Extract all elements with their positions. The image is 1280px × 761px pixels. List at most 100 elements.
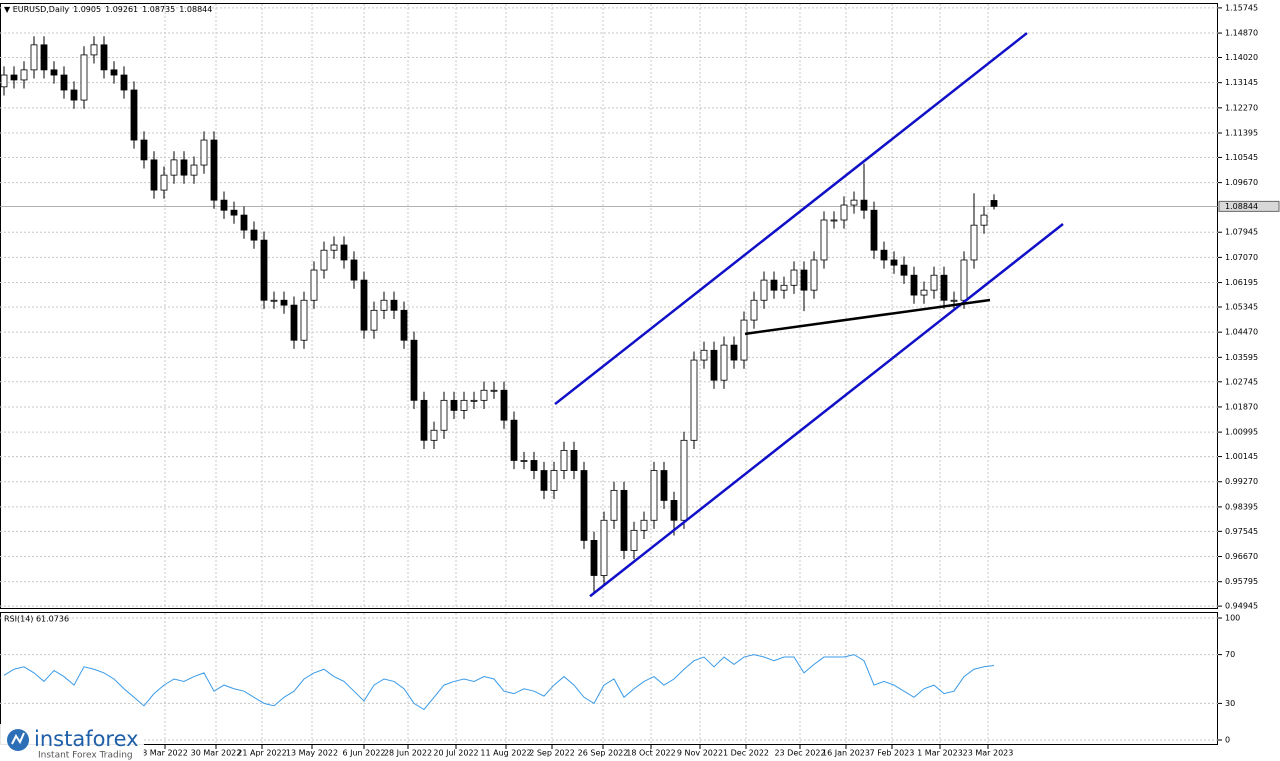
candle-body bbox=[700, 349, 708, 361]
candle-body bbox=[940, 274, 948, 301]
rsi-title: RSI(14) 61.0736 bbox=[4, 615, 69, 624]
y-tick-label: 0.98395 bbox=[1225, 502, 1258, 511]
candle-body bbox=[640, 519, 648, 531]
candle-body bbox=[90, 44, 98, 56]
y-tick-label: 30 bbox=[1225, 699, 1235, 708]
candle-body bbox=[110, 69, 118, 76]
logo-mark bbox=[11, 732, 25, 745]
candle-body bbox=[170, 159, 178, 176]
candle-body bbox=[960, 259, 968, 301]
rsi-line bbox=[3, 654, 995, 711]
candle-body bbox=[80, 54, 88, 101]
candle-body bbox=[470, 399, 478, 402]
candle-body bbox=[630, 529, 638, 551]
y-tick-label: 1.14870 bbox=[1225, 29, 1258, 38]
candle-body bbox=[750, 299, 758, 321]
x-tick-label: 13 May 2022 bbox=[286, 749, 338, 758]
candle-body bbox=[800, 269, 808, 291]
candle-body bbox=[460, 399, 468, 411]
candle-body bbox=[280, 299, 288, 306]
candle-body bbox=[150, 159, 158, 191]
trendline bbox=[744, 298, 991, 336]
y-tick-label: 1.00995 bbox=[1225, 428, 1258, 437]
candle-body bbox=[990, 200, 998, 207]
candle-body bbox=[340, 244, 348, 261]
candle-body bbox=[540, 470, 548, 491]
candle-body bbox=[820, 219, 828, 261]
x-tick-label: 26 Sep 2022 bbox=[578, 749, 629, 758]
y-tick-label: 1.02745 bbox=[1225, 377, 1258, 386]
x-tick-label: 23 Mar 2023 bbox=[963, 749, 1014, 758]
y-tick-label: 1.07945 bbox=[1225, 228, 1258, 237]
candle-body bbox=[210, 139, 218, 201]
candle-body bbox=[420, 399, 428, 441]
y-tick-label: 1.10545 bbox=[1225, 153, 1258, 162]
candle-body bbox=[920, 289, 928, 296]
candle-body bbox=[160, 174, 168, 191]
candle-body bbox=[240, 214, 248, 231]
candle-body bbox=[660, 470, 668, 501]
candle-body bbox=[270, 299, 278, 302]
candle-body bbox=[550, 470, 558, 491]
y-tick-label: 1.12270 bbox=[1225, 103, 1258, 112]
candle-body bbox=[760, 279, 768, 301]
header-high: 1.09261 bbox=[105, 5, 138, 14]
candle-body bbox=[770, 279, 778, 291]
candle-body bbox=[250, 229, 258, 241]
candle-body bbox=[180, 159, 188, 176]
y-tick-label: 1.05345 bbox=[1225, 303, 1258, 312]
candle-body bbox=[510, 419, 518, 461]
candle-body bbox=[500, 389, 508, 421]
x-tick-label: 20 Jul 2022 bbox=[433, 749, 478, 758]
y-tick-label: 100 bbox=[1225, 614, 1240, 623]
candle-body bbox=[70, 89, 78, 101]
candle-body bbox=[450, 399, 458, 411]
candle-body bbox=[390, 299, 398, 311]
candle-body bbox=[830, 219, 838, 222]
candle-body bbox=[790, 269, 798, 286]
candle-body bbox=[900, 264, 908, 276]
x-tick-label: 1 Dec 2022 bbox=[723, 749, 769, 758]
candle-body bbox=[710, 349, 718, 381]
candle-body bbox=[430, 429, 438, 441]
candle-body bbox=[100, 44, 108, 71]
header-open: 1.0905 bbox=[73, 5, 101, 14]
candle-body bbox=[360, 279, 368, 331]
y-tick-label: 0.95795 bbox=[1225, 577, 1258, 586]
x-tick-label: 8 Mar 2022 bbox=[142, 749, 188, 758]
candle-body bbox=[690, 359, 698, 441]
candle-body bbox=[810, 259, 818, 291]
chart-title: EURUSD,Daily bbox=[13, 5, 70, 14]
candle-body bbox=[880, 249, 888, 261]
candle-body bbox=[680, 439, 688, 521]
candle-body bbox=[670, 500, 678, 521]
candle-body bbox=[260, 239, 268, 301]
candle-body bbox=[320, 249, 328, 271]
candle-body bbox=[620, 489, 628, 551]
y-tick-label: 0.96670 bbox=[1225, 552, 1258, 561]
y-tick-label: 1.04470 bbox=[1225, 328, 1258, 337]
trendline bbox=[589, 223, 1064, 598]
candle-body bbox=[200, 139, 208, 166]
candle-body bbox=[970, 224, 978, 261]
candle-body bbox=[560, 449, 568, 471]
logo-text: instaforex bbox=[34, 727, 139, 751]
candle-body bbox=[600, 519, 608, 576]
candle-body bbox=[440, 399, 448, 431]
candle-body bbox=[120, 74, 128, 91]
candle-body bbox=[50, 69, 58, 76]
candle-body bbox=[840, 204, 848, 221]
y-tick-label: 0.97545 bbox=[1225, 527, 1258, 536]
candle-body bbox=[860, 199, 868, 211]
candle-body bbox=[60, 74, 68, 91]
candle-body bbox=[870, 209, 878, 251]
y-tick-label: 70 bbox=[1225, 650, 1235, 659]
candle-body bbox=[780, 284, 788, 291]
x-tick-label: 7 Feb 2023 bbox=[870, 749, 915, 758]
candle-body bbox=[190, 164, 198, 176]
candle-body bbox=[130, 89, 138, 141]
x-tick-label: 2 Sep 2022 bbox=[529, 749, 575, 758]
y-tick-label: 1.06195 bbox=[1225, 278, 1258, 287]
